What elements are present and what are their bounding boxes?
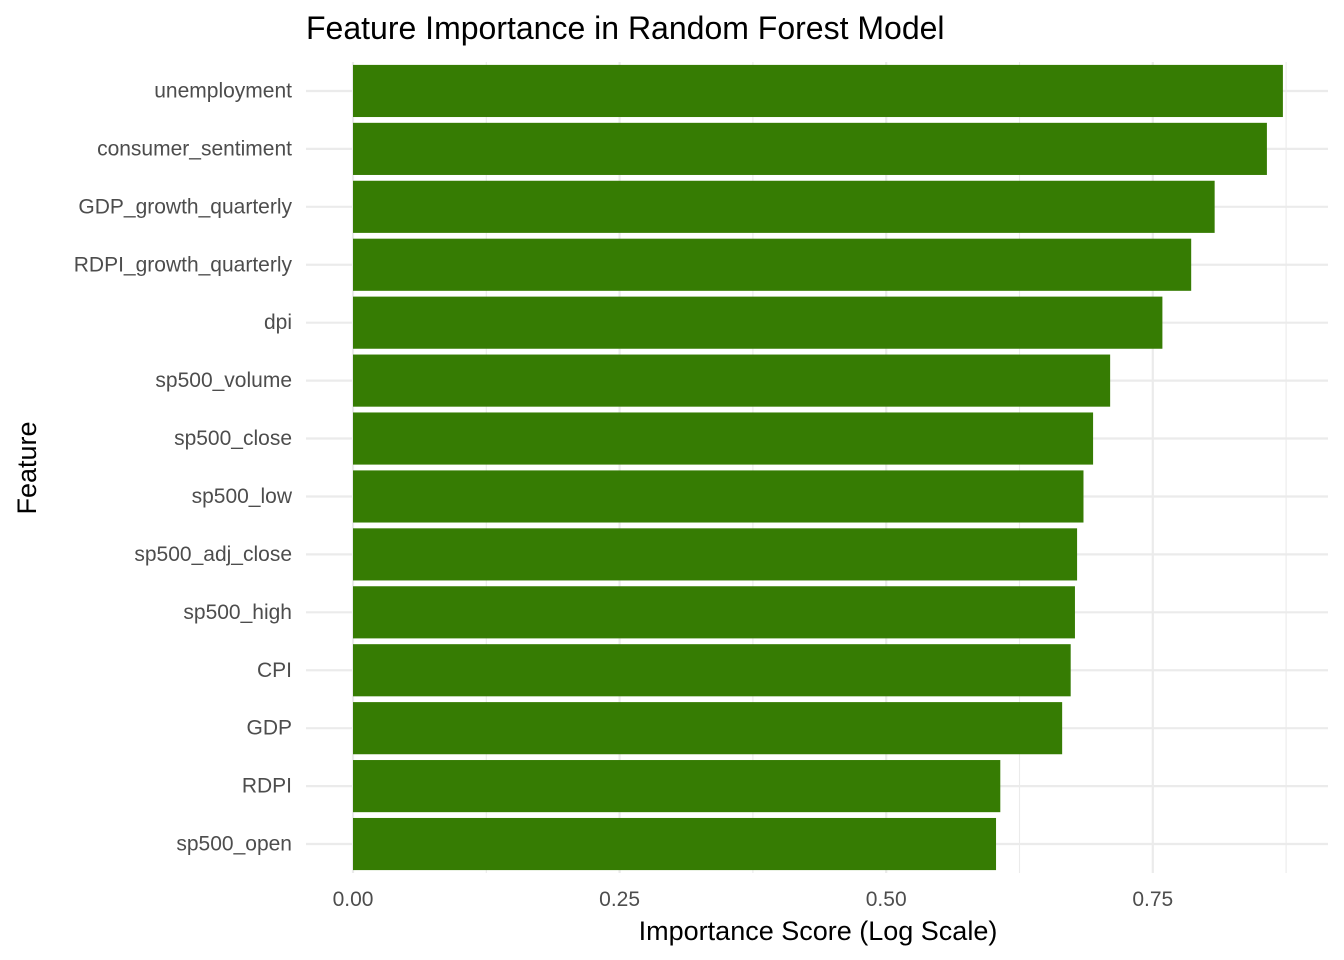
bar-consumer_sentiment xyxy=(353,122,1267,175)
bar-sp500_adj_close xyxy=(353,528,1078,581)
y-tick-label: sp500_high xyxy=(183,601,292,624)
chart-title: Feature Importance in Random Forest Mode… xyxy=(306,10,945,46)
y-tick-label: sp500_low xyxy=(192,485,293,508)
y-tick-label: sp500_close xyxy=(174,427,292,450)
y-tick-label: sp500_adj_close xyxy=(134,543,292,566)
bar-RDPI xyxy=(353,760,1001,813)
y-tick-label: GDP xyxy=(246,717,292,740)
x-axis-title: Importance Score (Log Scale) xyxy=(639,916,998,946)
bar-sp500_close xyxy=(353,412,1094,465)
bar-unemployment xyxy=(353,64,1283,118)
bars xyxy=(353,64,1283,871)
bar-GDP_growth_quarterly xyxy=(353,180,1215,233)
bar-sp500_volume xyxy=(353,354,1111,407)
y-axis-title: Feature xyxy=(12,421,42,514)
x-tick-label: 0.50 xyxy=(866,888,907,911)
y-tick-label: dpi xyxy=(264,311,292,334)
x-tick-label: 0.75 xyxy=(1132,888,1173,911)
x-axis-tick-labels: 0.00 0.25 0.50 0.75 xyxy=(333,888,1174,911)
y-tick-label: CPI xyxy=(257,659,292,682)
y-tick-label: RDPI xyxy=(242,775,292,798)
bar-GDP xyxy=(353,702,1063,755)
y-tick-label: sp500_open xyxy=(176,833,292,856)
bar-sp500_high xyxy=(353,586,1075,639)
y-tick-label: GDP_growth_quarterly xyxy=(78,195,292,218)
x-tick-label: 0.00 xyxy=(333,888,374,911)
y-tick-label: sp500_volume xyxy=(155,369,292,392)
y-tick-label: unemployment xyxy=(154,79,292,102)
bar-RDPI_growth_quarterly xyxy=(353,238,1192,291)
bar-dpi xyxy=(353,296,1163,349)
bar-CPI xyxy=(353,644,1071,697)
y-axis-tick-labels: unemployment consumer_sentiment GDP_growth… xyxy=(74,79,293,855)
bar-sp500_low xyxy=(353,470,1084,523)
x-tick-label: 0.25 xyxy=(599,888,640,911)
y-tick-label: consumer_sentiment xyxy=(97,137,292,160)
bar-sp500_open xyxy=(353,817,997,871)
y-tick-label: RDPI_growth_quarterly xyxy=(74,253,293,276)
